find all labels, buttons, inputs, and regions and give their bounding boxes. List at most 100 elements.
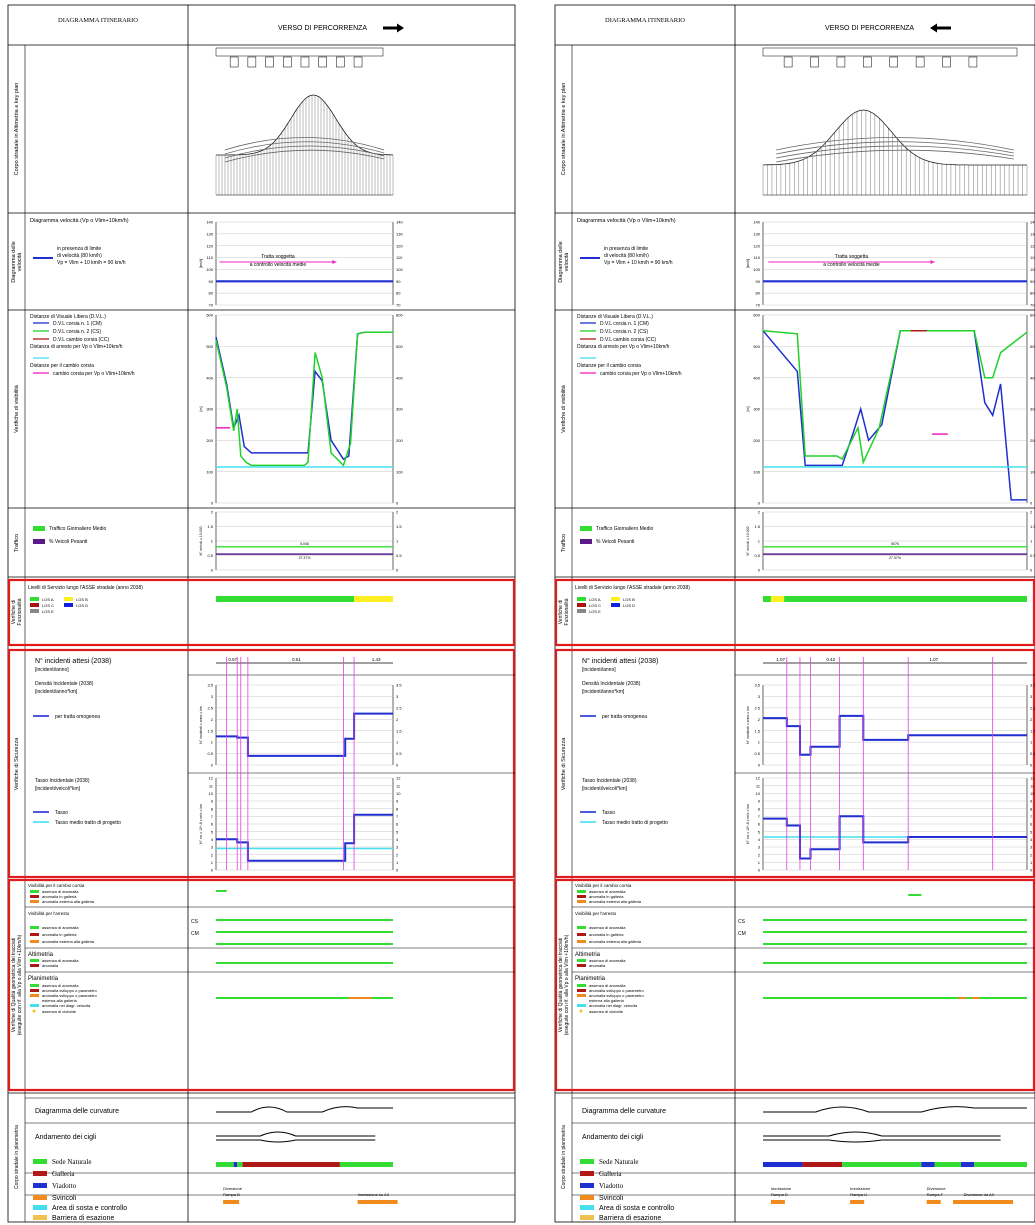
plan-legend-text: Barriera di esazione: [52, 1215, 114, 1222]
axis-unit: N° inc x 10^-8 x veic x km: [746, 804, 750, 844]
tick-label-right: 3.5: [396, 683, 402, 688]
tick-label-right: 1: [396, 860, 399, 865]
legend-swatch: [577, 984, 586, 987]
quality-title: Planimetria: [28, 976, 59, 982]
los-legend-text: LOS B: [76, 597, 88, 602]
legend-swatch-los: [64, 603, 73, 607]
rate-unit: [incidenti/veicoli*km]: [582, 786, 628, 792]
tick-label-left: 7: [211, 814, 214, 819]
row-label-qualita: Verifiche di Qualità geometrica dei trac…: [558, 938, 564, 1033]
junction-label: Immissione su A3: [358, 1192, 390, 1197]
quality-legend-text: assenza di anomalia: [42, 925, 79, 930]
visibility-legend-title: Distanze per il cambio corsia: [30, 363, 94, 369]
legend-swatch: [577, 933, 586, 936]
tick-label-left: 100: [206, 267, 213, 272]
quality-legend-text: assenza di anomalia: [42, 958, 79, 963]
legend-swatch: [577, 964, 586, 967]
incidents-title: N° incidenti attesi (2038): [35, 657, 111, 665]
legend-swatch: [30, 964, 39, 967]
legend-swatch: [580, 1183, 594, 1188]
lane-label: CS: [738, 919, 746, 925]
tick-label-right: 4: [1030, 837, 1033, 842]
quality-legend-text: anomalia: [42, 963, 59, 968]
tick-label-right: 8: [396, 806, 399, 811]
sheet-left: DIAGRAMMA ITINERARIO VERSO DI PERCORRENZA…: [7, 4, 516, 1223]
rate-title: Tasso Incidentale (2038): [582, 778, 637, 784]
legend-swatch-los: [64, 597, 73, 601]
tick-label-left: 3.5: [754, 683, 760, 688]
tick-label-left: 1: [211, 539, 214, 544]
tick-label-left: 5: [211, 829, 214, 834]
tick-label-right: 0.5: [396, 751, 402, 756]
sheet-right: DIAGRAMMA ITINERARIO VERSO DI PERCORRENZA…: [554, 4, 1035, 1223]
rate-legend-text: Tasso medio tratto di progetto: [602, 820, 668, 826]
tick-label-left: 2: [758, 510, 761, 515]
junction-label: Rampa D: [771, 1192, 788, 1197]
tick-label-left: 110: [207, 255, 214, 260]
tick-label-left: 3: [758, 694, 761, 699]
tick-label-right: 1: [1030, 740, 1033, 745]
axis-unit: [km/h]: [199, 259, 203, 269]
tick-label-left: 3: [211, 694, 214, 699]
speed-control-label: a controllo velocità medie: [823, 262, 880, 268]
tick-label-left: 600: [206, 313, 213, 318]
incident-value: 0.67: [228, 657, 237, 662]
incident-value: 0.51: [292, 657, 301, 662]
tick-label-left: 140: [206, 220, 213, 225]
key-plan-box: [265, 56, 274, 68]
tick-label-left: 0.5: [207, 553, 213, 558]
visibility-legend-title: Distanza di arresto per Vp o Vlim+10km/h: [30, 344, 123, 350]
tick-label-left: 100: [753, 267, 760, 272]
legend-swatch: [580, 1159, 594, 1164]
visibility-legend-text: cambio corsia per Vp o Vlim+10km/h: [600, 371, 682, 377]
tick-label-right: 110: [396, 255, 403, 260]
los-bar-a: [784, 596, 1027, 602]
tick-label-left: 4: [211, 837, 214, 842]
speed-legend-text: di velocità (80 km/h): [604, 253, 649, 259]
tick-label-right: 400: [396, 375, 403, 380]
density-title: Densità Incidentale (2038): [582, 681, 641, 687]
tick-label-left: 1: [758, 860, 761, 865]
tick-label-right: 90: [1030, 279, 1035, 284]
row-label-velocita: Diagramma delle: [11, 241, 17, 283]
tick-label-right: 300: [1030, 407, 1035, 412]
speed-legend-text: in presenza di limite: [604, 246, 648, 252]
tick-label-left: 11: [756, 783, 761, 788]
plan-title: Diagramma delle curvature: [35, 1108, 119, 1115]
tick-label-right: 2: [1030, 852, 1033, 857]
legend-swatch: [30, 940, 39, 943]
quality-legend-text: assenza di anomalia: [42, 889, 79, 894]
quality-bar: [763, 943, 1027, 945]
quality-legend-text: assenza di anomalia: [589, 889, 626, 894]
highlight-box: [554, 648, 1035, 879]
tick-label-right: 0: [1030, 763, 1033, 768]
plan-legend-text: Viadotto: [52, 1182, 77, 1190]
los-legend-text: LOS D: [623, 603, 635, 608]
junction-bar: [926, 1200, 941, 1204]
tick-label-right: 0: [396, 868, 399, 873]
tick-label-right: 0: [1030, 868, 1033, 873]
sheet-frame: [7, 4, 516, 1223]
traffic-legend-text: Traffico Giornaliero Medio: [49, 526, 106, 532]
tick-label-left: 100: [206, 469, 213, 474]
tick-label-left: 80: [209, 291, 214, 296]
quality-anomaly-bar: [348, 997, 372, 999]
tick-label-left: 0: [211, 568, 214, 573]
legend-swatch: [577, 1004, 586, 1007]
row-label-sicurezza: Verifiche di Sicurezza: [14, 737, 20, 791]
speed-legend-title: Diagramma velocità (Vp o Vlim+10km/h): [577, 218, 676, 224]
los-legend-text: LOS C: [42, 603, 54, 608]
visibility-legend-text: D.V.L corsia n. 1 (CM): [53, 321, 102, 327]
tick-label-left: 9: [211, 799, 214, 804]
tick-label-left: 2.5: [754, 705, 760, 710]
quality-legend-text: anomalia sviluppo o parametro: [589, 988, 644, 993]
tick-label-left: 200: [206, 438, 213, 443]
quality-legend-text: assenza di anomalia: [42, 983, 79, 988]
tick-label-left: 90: [756, 279, 761, 284]
highlight-box: [7, 878, 516, 1092]
visibility-series-line: [215, 331, 393, 461]
legend-swatch: [30, 994, 39, 997]
density-unit: [incidenti/anno*km]: [582, 689, 625, 695]
road-profile-line: [224, 137, 385, 151]
tick-label-left: 600: [753, 313, 760, 318]
